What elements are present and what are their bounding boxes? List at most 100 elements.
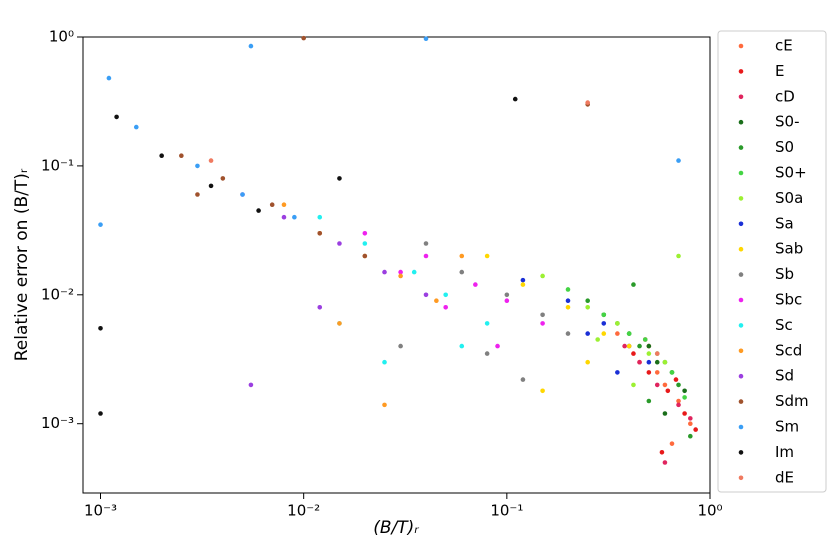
point: [662, 382, 668, 388]
point: [248, 382, 254, 388]
x-tick-label: 10⁻²: [287, 502, 320, 520]
point: [595, 337, 600, 342]
legend-label: S0-: [775, 113, 799, 131]
point: [646, 398, 652, 404]
point: [654, 382, 660, 388]
point: [337, 176, 342, 181]
point: [565, 287, 571, 292]
legend-marker: [738, 246, 744, 252]
legend-label: Sc: [775, 316, 793, 334]
legend-label: E: [775, 62, 784, 80]
legend-label: cD: [775, 87, 795, 105]
point: [646, 359, 652, 365]
point: [473, 282, 478, 287]
point: [248, 43, 254, 49]
point: [520, 277, 526, 283]
point: [301, 35, 306, 41]
point: [317, 214, 323, 220]
legend-marker: [738, 272, 744, 277]
legend-marker: [738, 119, 744, 125]
point: [646, 343, 652, 349]
legend-label: S0a: [775, 189, 803, 207]
legend-marker: [738, 348, 744, 354]
point: [642, 337, 648, 342]
point: [540, 273, 545, 279]
point: [646, 351, 652, 356]
point: [459, 253, 465, 259]
y-tick-label: 10⁰: [49, 28, 74, 46]
legend-marker: [738, 424, 744, 430]
legend-marker: [738, 43, 744, 49]
point: [423, 253, 429, 259]
point: [495, 343, 500, 349]
point: [423, 241, 429, 246]
point: [631, 351, 636, 356]
point: [654, 370, 660, 375]
point: [615, 331, 620, 336]
point: [626, 343, 632, 349]
point: [337, 241, 342, 246]
point: [362, 253, 368, 259]
point: [540, 388, 545, 394]
point: [195, 192, 200, 197]
point: [484, 351, 490, 356]
point: [292, 214, 297, 220]
point: [398, 343, 403, 349]
point: [662, 460, 668, 465]
point: [382, 269, 387, 275]
point: [637, 343, 642, 349]
point: [585, 304, 590, 310]
point: [688, 421, 693, 427]
point: [281, 214, 287, 220]
legend-label: S0: [775, 138, 794, 156]
point: [626, 331, 632, 336]
point: [669, 370, 675, 375]
legend-label: Sb: [775, 265, 794, 283]
legend-marker: [738, 373, 744, 379]
point: [98, 222, 103, 227]
point: [637, 359, 642, 365]
legend-label: Scd: [775, 341, 802, 359]
legend-marker: [738, 221, 744, 227]
legend-label: dE: [775, 468, 794, 486]
legend-marker: [738, 323, 744, 328]
point: [459, 269, 465, 275]
point: [484, 253, 490, 259]
point: [443, 304, 448, 310]
legend-marker: [738, 69, 744, 74]
point: [133, 124, 139, 130]
point: [443, 292, 448, 298]
point: [631, 382, 636, 388]
point: [662, 411, 668, 416]
legend-marker: [738, 399, 744, 404]
x-tick-label: 10⁻³: [84, 502, 117, 520]
point: [682, 395, 687, 400]
point: [676, 402, 681, 408]
point: [676, 253, 681, 259]
point: [114, 114, 119, 120]
point: [362, 241, 368, 246]
point: [504, 298, 510, 303]
point: [208, 183, 214, 189]
point: [565, 298, 571, 303]
point: [317, 304, 323, 310]
point: [269, 202, 275, 208]
plot-frame: [82, 36, 711, 494]
point: [665, 388, 671, 394]
point: [565, 304, 571, 310]
x-tick-label: 10⁻¹: [490, 502, 523, 520]
point: [281, 202, 287, 208]
point: [179, 153, 184, 158]
point: [220, 176, 226, 181]
point: [654, 359, 660, 365]
point: [585, 100, 590, 105]
legend-label: Im: [775, 443, 794, 461]
legend-box: [717, 30, 827, 493]
point: [195, 163, 200, 169]
point: [520, 282, 526, 287]
legend-marker: [738, 94, 744, 100]
point: [565, 331, 571, 336]
point: [106, 75, 112, 81]
point: [615, 321, 620, 326]
